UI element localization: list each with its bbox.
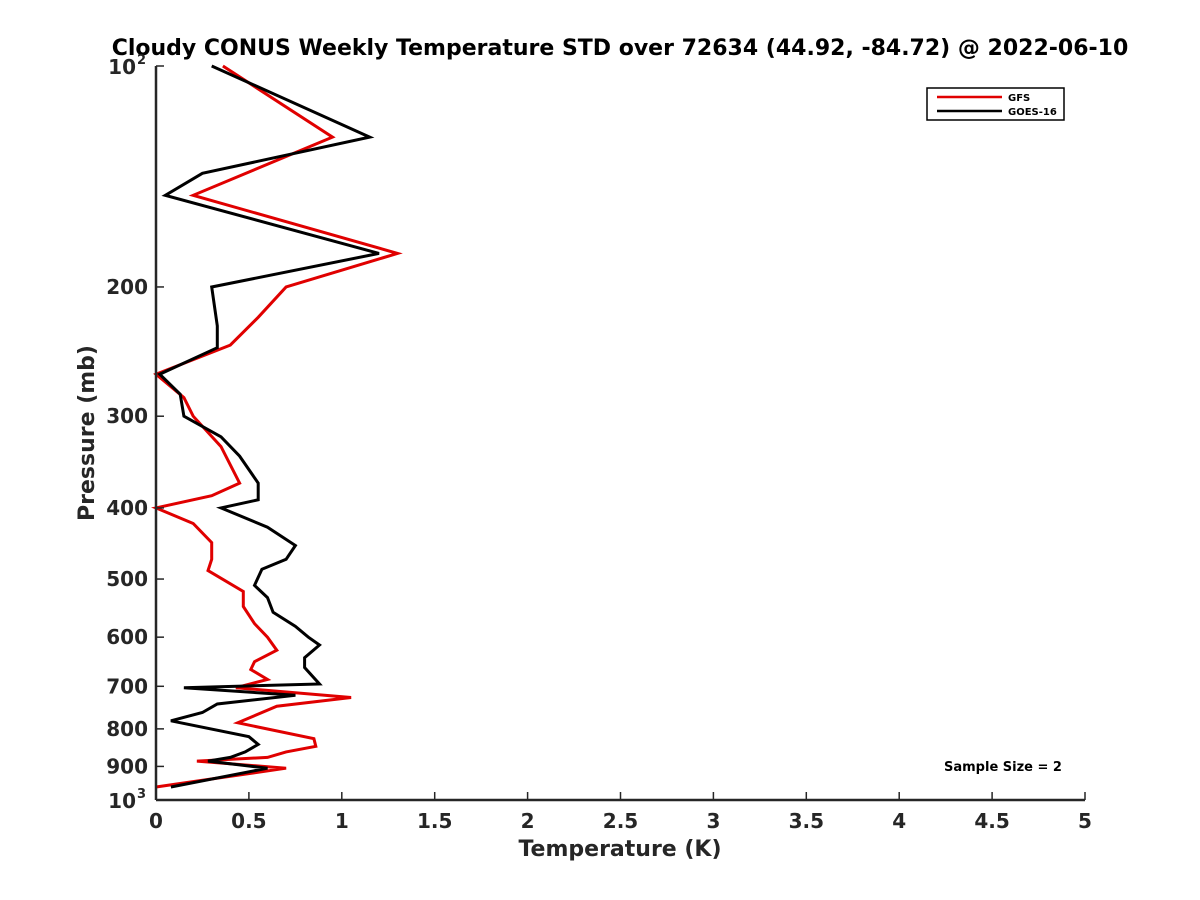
x-tick-label: 1.5 bbox=[417, 809, 452, 833]
y-tick-label: 600 bbox=[106, 625, 148, 649]
legend-entries: GFS GOES-16 bbox=[937, 93, 1057, 118]
y-tick-label: 800 bbox=[106, 717, 148, 741]
chart-title: Cloudy CONUS Weekly Temperature STD over… bbox=[112, 36, 1129, 61]
y-tick-label: 400 bbox=[106, 496, 148, 520]
series-line-goes-16 bbox=[157, 64, 380, 789]
x-tick-label: 4.5 bbox=[974, 809, 1009, 833]
y-tick-label-power: 10 bbox=[108, 789, 136, 813]
y-tick-exponent: 2 bbox=[137, 53, 146, 68]
x-tick-label: 0 bbox=[149, 809, 163, 833]
series-layer bbox=[151, 64, 403, 789]
x-tick-label: 0.5 bbox=[231, 809, 266, 833]
x-tick-label: 4 bbox=[892, 809, 906, 833]
y-axis-label: Pressure (mb) bbox=[75, 345, 100, 521]
y-tick-label-power: 10 bbox=[108, 55, 136, 79]
y-tick-label: 200 bbox=[106, 275, 148, 299]
x-axis-label: Temperature (K) bbox=[518, 837, 721, 862]
y-tick-exponent: 3 bbox=[137, 787, 146, 802]
legend-box bbox=[926, 87, 1065, 121]
y-tick-label: 700 bbox=[106, 674, 148, 698]
y-tick-label: 500 bbox=[106, 567, 148, 591]
x-tick-label: 2.5 bbox=[603, 809, 638, 833]
legend-label: GFS bbox=[1008, 93, 1030, 104]
x-tick-label: 1 bbox=[335, 809, 349, 833]
x-tick-label: 3 bbox=[706, 809, 720, 833]
y-tick-label: 300 bbox=[106, 404, 148, 428]
plot-area: 0 0.5 1 1.5 2 2.5 3 3.5 4 4.5 5 200 300 400 500 600 700… bbox=[106, 53, 1092, 833]
legend: GFS GOES-16 bbox=[926, 87, 1065, 121]
series-line-gfs bbox=[151, 64, 403, 789]
legend-label: GOES-16 bbox=[1008, 107, 1057, 118]
x-tick-label: 5 bbox=[1078, 809, 1092, 833]
x-axis-ticks: 0 0.5 1 1.5 2 2.5 3 3.5 4 4.5 5 bbox=[149, 792, 1092, 833]
sample-size-annotation: Sample Size = 2 bbox=[944, 760, 1062, 775]
x-tick-label: 3.5 bbox=[789, 809, 824, 833]
y-tick-label: 900 bbox=[106, 754, 148, 778]
x-tick-label: 2 bbox=[521, 809, 535, 833]
